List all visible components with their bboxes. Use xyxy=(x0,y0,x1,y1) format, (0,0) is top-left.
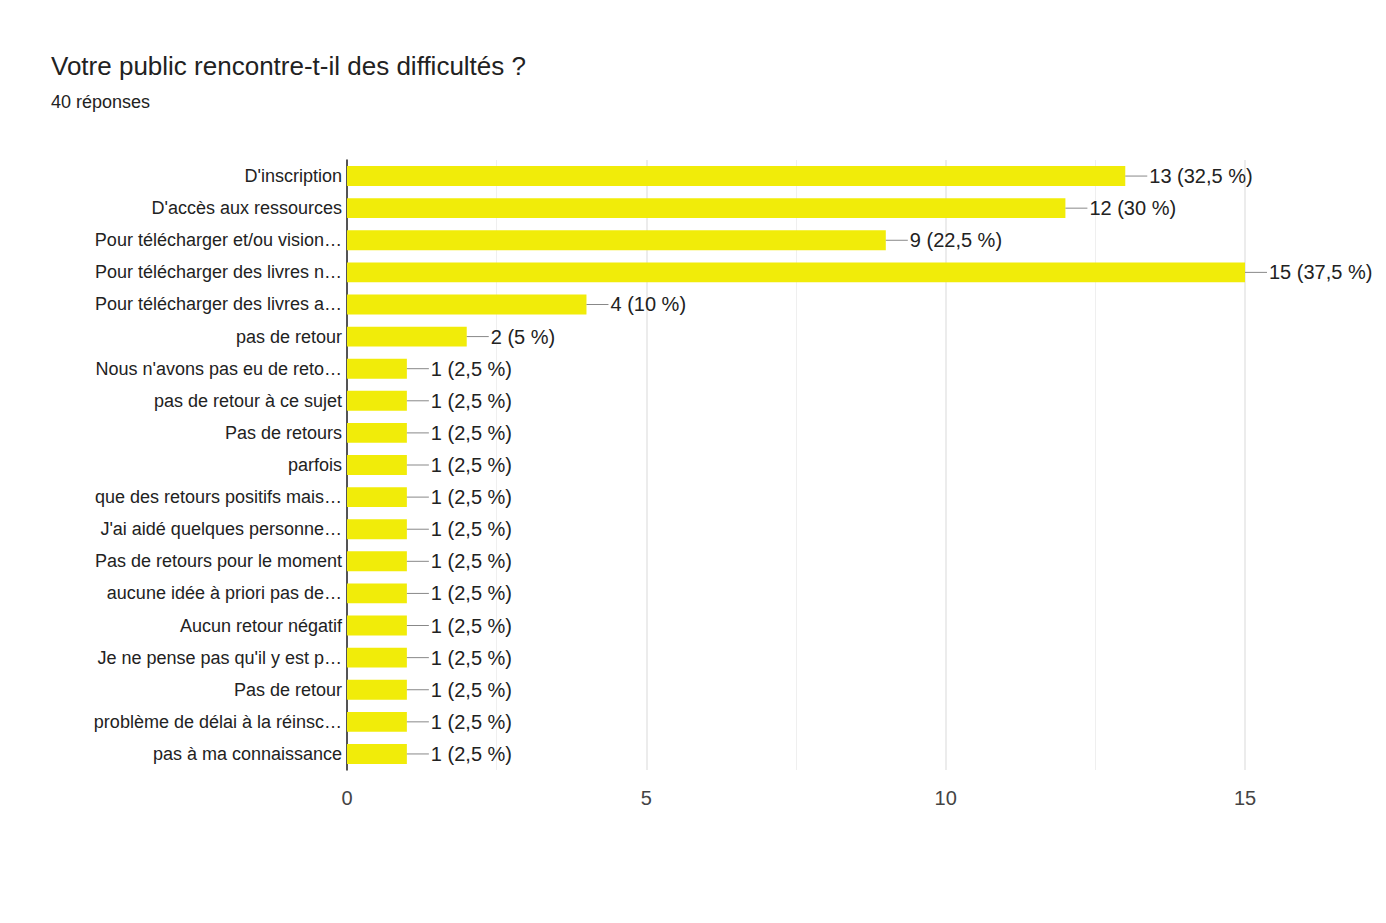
svg-text:1 (2,5 %): 1 (2,5 %) xyxy=(431,615,512,637)
svg-text:Nous n'avons pas eu de reto…: Nous n'avons pas eu de reto… xyxy=(95,359,342,379)
svg-text:pas de retour à ce sujet: pas de retour à ce sujet xyxy=(154,391,342,411)
svg-text:D'inscription: D'inscription xyxy=(245,166,342,186)
svg-text:13 (32,5 %): 13 (32,5 %) xyxy=(1149,165,1252,187)
svg-text:pas de retour: pas de retour xyxy=(236,327,342,347)
svg-text:1 (2,5 %): 1 (2,5 %) xyxy=(431,743,512,765)
svg-text:1 (2,5 %): 1 (2,5 %) xyxy=(431,518,512,540)
svg-text:1 (2,5 %): 1 (2,5 %) xyxy=(431,647,512,669)
svg-text:1 (2,5 %): 1 (2,5 %) xyxy=(431,358,512,380)
svg-text:40 réponses: 40 réponses xyxy=(51,92,150,112)
svg-text:Pour télécharger des livres a…: Pour télécharger des livres a… xyxy=(95,294,342,314)
svg-text:1 (2,5 %): 1 (2,5 %) xyxy=(431,550,512,572)
svg-text:J'ai aidé quelques personne…: J'ai aidé quelques personne… xyxy=(100,519,342,539)
svg-text:1 (2,5 %): 1 (2,5 %) xyxy=(431,454,512,476)
svg-text:1 (2,5 %): 1 (2,5 %) xyxy=(431,390,512,412)
svg-text:12 (30 %): 12 (30 %) xyxy=(1089,197,1176,219)
svg-text:1 (2,5 %): 1 (2,5 %) xyxy=(431,422,512,444)
svg-text:10: 10 xyxy=(935,787,957,809)
svg-text:15 (37,5 %): 15 (37,5 %) xyxy=(1269,261,1372,283)
svg-text:1 (2,5 %): 1 (2,5 %) xyxy=(431,711,512,733)
svg-text:D'accès aux ressources: D'accès aux ressources xyxy=(151,198,342,218)
svg-text:0: 0 xyxy=(341,787,352,809)
svg-text:1 (2,5 %): 1 (2,5 %) xyxy=(431,486,512,508)
svg-text:Je ne pense pas qu'il y est p…: Je ne pense pas qu'il y est p… xyxy=(97,648,342,668)
svg-text:Pour télécharger et/ou vision…: Pour télécharger et/ou vision… xyxy=(95,230,342,250)
svg-text:Pas de retour: Pas de retour xyxy=(234,680,342,700)
svg-text:aucune idée à priori pas de…: aucune idée à priori pas de… xyxy=(107,583,342,603)
svg-text:9 (22,5 %): 9 (22,5 %) xyxy=(910,229,1002,251)
svg-text:Pour télécharger des livres n…: Pour télécharger des livres n… xyxy=(95,262,342,282)
svg-text:1 (2,5 %): 1 (2,5 %) xyxy=(431,582,512,604)
svg-text:4 (10 %): 4 (10 %) xyxy=(610,293,686,315)
svg-text:Votre public rencontre-t-il de: Votre public rencontre-t-il des difficul… xyxy=(51,51,526,81)
svg-text:parfois: parfois xyxy=(288,455,342,475)
svg-text:que des retours positifs mais…: que des retours positifs mais… xyxy=(95,487,342,507)
svg-text:problème de délai à la réinsc…: problème de délai à la réinsc… xyxy=(94,712,342,732)
svg-text:1 (2,5 %): 1 (2,5 %) xyxy=(431,679,512,701)
svg-text:Pas de retours pour le moment: Pas de retours pour le moment xyxy=(95,551,342,571)
svg-text:15: 15 xyxy=(1234,787,1256,809)
svg-text:Pas de retours: Pas de retours xyxy=(225,423,342,443)
svg-text:pas à ma connaissance: pas à ma connaissance xyxy=(153,744,342,764)
svg-text:5: 5 xyxy=(641,787,652,809)
svg-text:2 (5 %): 2 (5 %) xyxy=(491,326,555,348)
svg-text:Aucun retour négatif: Aucun retour négatif xyxy=(180,616,343,636)
